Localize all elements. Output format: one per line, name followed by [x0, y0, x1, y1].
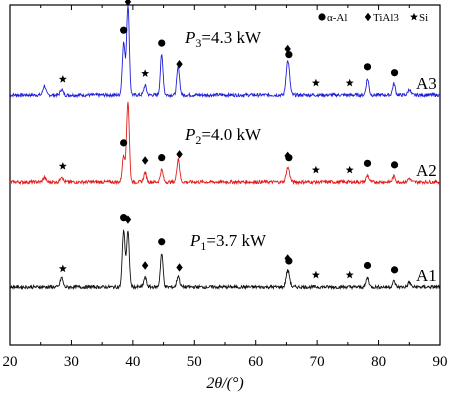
legend-entry-label: α-Al — [327, 12, 347, 24]
marker-alpha-al — [363, 159, 372, 167]
power-label: P3=4.3 kW — [184, 28, 262, 50]
marker-alpha-al — [120, 139, 128, 147]
series-line-A1 — [9, 228, 441, 291]
marker-tial3 — [124, 215, 132, 224]
marker-alpha-al — [285, 257, 293, 265]
marker-si — [58, 75, 67, 83]
x-tick-label: 90 — [433, 354, 448, 370]
series-line-A3 — [9, 5, 441, 99]
power-label-sub: 3 — [195, 36, 201, 50]
x-axis-label: 2θ/(°) — [206, 375, 243, 392]
marker-tial3 — [176, 150, 183, 159]
marker-alpha-al — [390, 161, 399, 169]
marker-si — [345, 270, 354, 279]
power-label-sub: 1 — [200, 239, 206, 253]
marker-alpha-al — [318, 13, 326, 21]
power-label-value: =3.7 kW — [206, 231, 267, 250]
marker-si — [345, 78, 354, 87]
marker-si — [410, 12, 418, 21]
marker-si — [58, 264, 67, 273]
marker-tial3 — [141, 156, 149, 165]
legend-entry-label: TiAl3 — [373, 12, 399, 24]
marker-alpha-al — [390, 266, 399, 274]
marker-si — [311, 165, 320, 174]
x-tick-label: 20 — [3, 354, 18, 370]
power-label-prefix: P — [184, 125, 195, 144]
marker-alpha-al — [363, 261, 372, 270]
marker-alpha-al — [158, 238, 166, 246]
series-name-label: A3 — [416, 74, 437, 93]
x-axis-ticks: 20 30 40 50 60 70 80 90 — [3, 5, 448, 370]
x-tick-label: 50 — [187, 354, 202, 370]
marker-tial3 — [176, 59, 183, 69]
marker-alpha-al — [285, 154, 293, 162]
power-label-prefix: P — [184, 28, 195, 47]
marker-si — [311, 270, 320, 279]
marker-tial3 — [124, 0, 132, 7]
marker-alpha-al — [158, 154, 166, 162]
marker-tial3 — [284, 44, 291, 54]
marker-alpha-al — [120, 26, 128, 34]
x-tick-label: 60 — [248, 354, 263, 370]
marker-si — [345, 165, 354, 174]
power-label-value: =4.0 kW — [201, 125, 262, 144]
series-name-label: A2 — [416, 161, 437, 180]
marker-alpha-al — [390, 69, 399, 77]
x-tick-label: 40 — [125, 354, 140, 370]
marker-tial3 — [364, 12, 372, 22]
marker-alpha-al — [158, 39, 166, 47]
legend-entry-label: Si — [419, 12, 428, 24]
marker-tial3 — [176, 263, 183, 272]
series-line-A2 — [9, 101, 441, 186]
marker-si — [141, 69, 150, 77]
plot-frame — [9, 4, 441, 346]
power-label-prefix: P — [189, 231, 200, 250]
power-label: P1=3.7 kW — [189, 231, 267, 253]
x-tick-label: 70 — [310, 354, 325, 370]
x-tick-label: 30 — [64, 354, 79, 370]
marker-si — [311, 78, 320, 87]
power-label-value: =4.3 kW — [201, 28, 262, 47]
marker-si — [58, 162, 67, 170]
power-label: P2=4.0 kW — [184, 125, 262, 147]
x-tick-label: 80 — [371, 354, 386, 370]
marker-alpha-al — [363, 63, 372, 71]
marker-layer — [58, 0, 399, 279]
marker-alpha-al — [285, 51, 293, 59]
power-label-sub: 2 — [195, 133, 201, 147]
legend: α-Al TiAl3 Si — [318, 12, 428, 24]
marker-tial3 — [141, 261, 149, 270]
series-name-label: A1 — [416, 266, 437, 285]
